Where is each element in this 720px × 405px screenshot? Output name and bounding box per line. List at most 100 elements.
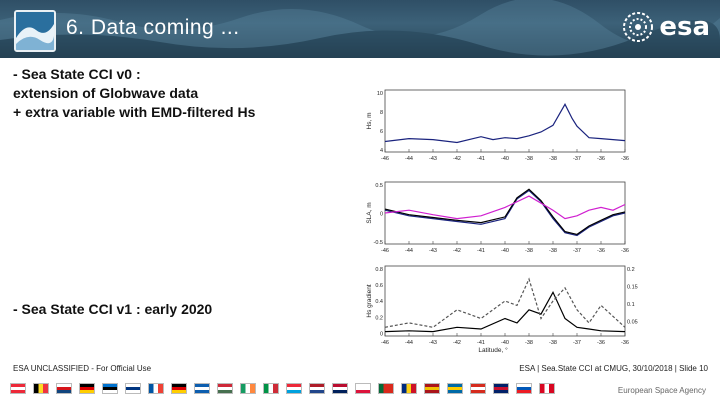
flag-austria-icon [10,383,26,394]
x-tick-label: -38 [525,156,533,162]
x-tick-label: -44 [405,340,413,346]
classification-label: ESA UNCLASSIFIED - For Official Use [13,364,152,373]
x-tick-label: -41 [477,156,485,162]
flag-luxembourg-icon [286,383,302,394]
x-tick-label: -46 [381,340,389,346]
x-tick-label: -37 [573,248,581,254]
flag-czech-icon [56,383,72,394]
esa-logo-text: esa [659,12,710,42]
hs-chart: -46 -44 -43 -42 -41 -40 -38 -38 -37 -36 -36 10 8 6 4 Hs… [366,89,629,162]
y2-tick-label: 0.2 [627,267,635,273]
flag-estonia-icon [102,383,118,394]
flag-uk-icon [493,383,509,394]
y-tick-label: 0.4 [375,299,383,305]
text-line: extension of Globwave data [13,85,199,101]
flag-belgium-icon [33,383,49,394]
x-tick-label: -40 [501,340,509,346]
ocean-wave-background [0,0,720,58]
flag-ireland-icon [240,383,256,394]
plot-frame [384,89,626,153]
x-tick-label: -44 [405,248,413,254]
series-line [384,195,626,220]
x-tick-label: -38 [549,248,557,254]
x-tick-label: -36 [597,156,605,162]
x-tick-label: -37 [573,340,581,346]
y-tick-label: 4 [380,148,383,154]
x-tick-label: -41 [477,340,485,346]
x-tick-label: -46 [381,248,389,254]
x-tick-label: -44 [405,156,413,162]
flag-portugal-icon [378,383,394,394]
flag-switzerland-icon [470,383,486,394]
x-tick-label: -36 [621,340,629,346]
flag-canada-icon [539,383,555,394]
agency-name: European Space Agency [617,386,706,395]
flag-sweden-icon [447,383,463,394]
x-tick-label: -36 [621,156,629,162]
member-state-flags [10,383,555,394]
flag-spain-icon [424,383,440,394]
series-line [384,103,626,144]
slide-title: 6. Data coming ... [66,16,240,39]
x-tick-label: -41 [477,248,485,254]
y-tick-label: 8 [380,110,383,116]
y-tick-label: 6 [380,129,383,135]
x-tick-label: -38 [549,340,557,346]
flag-italy-icon [263,383,279,394]
y-tick-label: 0 [380,331,383,337]
y-tick-label: -0.5 [374,240,383,246]
text-block-v0: - Sea State CCI v0 : extension of Globwa… [13,65,255,122]
x-tick-label: -42 [453,156,461,162]
y-tick-label: 0.2 [375,315,383,321]
series-line [384,189,626,237]
sla-chart: -46 -44 -43 -42 -41 -40 -38 -38 -37 -36 -36 0.5 0 -0.… [366,181,629,254]
y-tick-label: 0 [380,212,383,218]
x-tick-label: -42 [453,340,461,346]
x-tick-label: -38 [525,340,533,346]
flag-finland-icon [125,383,141,394]
y-axis-label: Hs gradient [366,284,373,317]
x-tick-label: -36 [597,340,605,346]
flag-france-icon [148,383,164,394]
flag-hungary-icon [217,383,233,394]
y2-tick-label: 0.1 [627,302,635,308]
series-line [384,188,626,236]
text-line: + extra variable with EMD-filtered Hs [13,104,256,120]
x-tick-label: -37 [573,156,581,162]
x-tick-label: -40 [501,156,509,162]
series-line [384,290,626,333]
flag-norway-icon [332,383,348,394]
text-line: - Sea State CCI v0 : [13,66,141,82]
sea-state-logo-icon [14,10,56,52]
text-line: - Sea State CCI v1 : early 2020 [13,301,213,317]
x-tick-label: -43 [429,248,437,254]
x-tick-label: -36 [597,248,605,254]
y-axis-label: Hs, m [366,113,373,130]
x-axis-label: Latitude, ° [478,346,508,354]
slide-header: 6. Data coming ... esa [0,0,720,58]
flag-slovenia-icon [516,383,532,394]
flag-romania-icon [401,383,417,394]
x-tick-label: -43 [429,156,437,162]
text-block-v1: - Sea State CCI v1 : early 2020 [13,300,212,319]
y-axis-label: SLA, m [366,202,373,223]
plot-frame [384,265,626,337]
x-tick-label: -46 [381,156,389,162]
y-tick-label: 0.8 [375,267,383,273]
y-tick-label: 10 [377,91,383,97]
x-tick-label: -38 [549,156,557,162]
x-tick-label: -36 [621,248,629,254]
flag-netherlands-icon [309,383,325,394]
x-tick-label: -38 [525,248,533,254]
flag-germany-icon [79,383,95,394]
esa-logo: esa [621,10,710,44]
x-tick-label: -42 [453,248,461,254]
y-tick-label: 0.6 [375,283,383,289]
y2-tick-label: 0.15 [627,285,638,291]
x-tick-label: -40 [501,248,509,254]
flag-germany-2-icon [171,383,187,394]
slide-info-label: ESA | Sea.State CCI at CMUG, 30/10/2018 … [519,364,708,373]
y-tick-label: 0.5 [375,183,383,189]
x-tick-label: -43 [429,340,437,346]
flag-greece-icon [194,383,210,394]
